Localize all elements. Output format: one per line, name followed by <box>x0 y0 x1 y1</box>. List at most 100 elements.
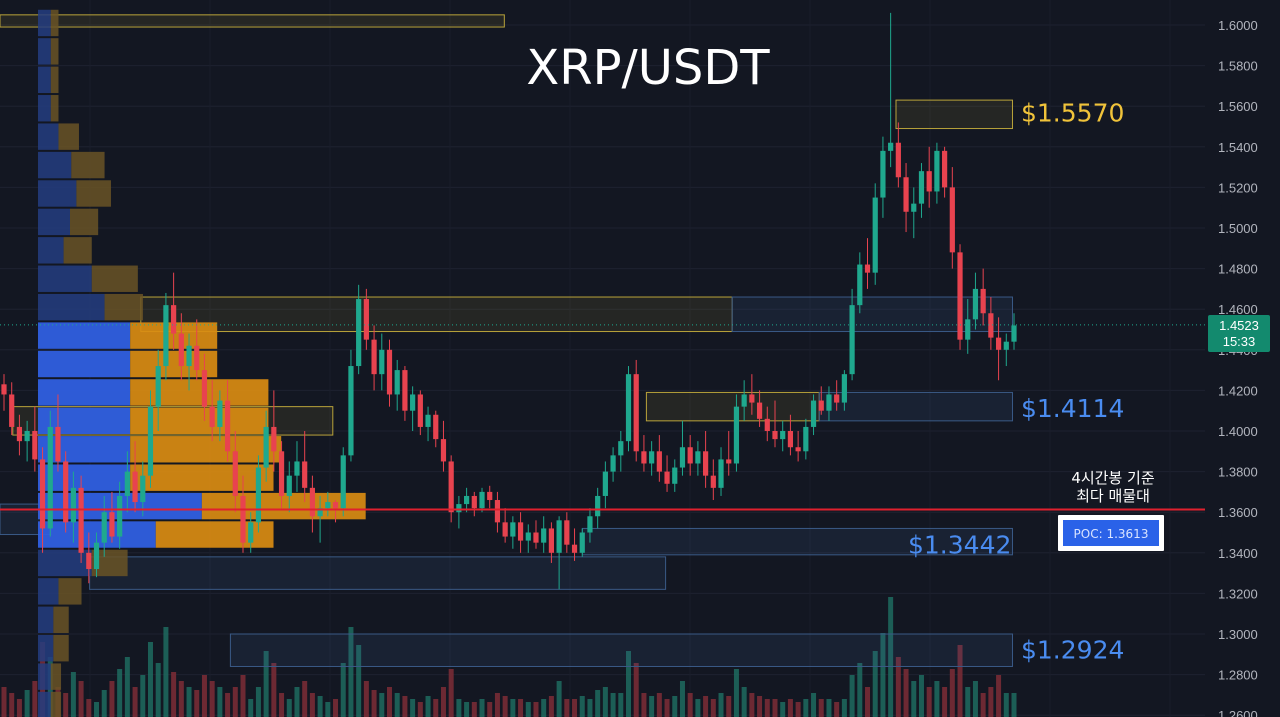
volume-bar <box>9 693 15 717</box>
candle-body <box>895 142 901 178</box>
profile-down-bar <box>53 635 69 662</box>
candle-body <box>240 495 246 543</box>
candle-body <box>780 431 786 440</box>
candle-body <box>263 426 269 468</box>
volume-bar <box>356 645 362 717</box>
candle-body <box>232 451 238 496</box>
volume-bar <box>996 675 1002 717</box>
candle-body <box>533 532 539 543</box>
profile-down-bar <box>50 9 59 37</box>
profile-down-bar <box>50 95 59 122</box>
volume-bar <box>464 702 470 717</box>
candle-body <box>147 406 154 476</box>
volume-bar <box>232 687 238 717</box>
price-tick-label: 1.2800 <box>1218 668 1258 683</box>
volume-bar <box>194 690 200 717</box>
candle-body <box>649 451 655 464</box>
profile-down-bar <box>130 379 269 406</box>
candle-body <box>294 461 300 476</box>
volume-bar <box>371 690 377 717</box>
level-label: $1.3442 <box>908 530 1011 559</box>
candle-body <box>880 150 886 198</box>
profile-up-bar <box>38 180 77 207</box>
volume-bar <box>325 702 331 717</box>
candle-body <box>610 455 616 472</box>
candle-body <box>402 370 408 411</box>
profile-down-bar <box>50 663 62 690</box>
volume-bar <box>402 696 408 717</box>
candle-body <box>733 406 740 464</box>
volume-bar <box>541 699 547 717</box>
volume-bar <box>333 699 339 717</box>
volume-bar <box>726 696 732 717</box>
profile-up-bar <box>38 549 92 577</box>
volume-bar <box>787 699 793 717</box>
volume-bar <box>440 687 446 717</box>
level-labels: $1.5570 $1.4114 $1.3442 $1.2924 <box>908 98 1124 664</box>
profile-down-bar <box>50 66 59 94</box>
profile-up-bar <box>38 208 70 236</box>
profile-down-bar <box>50 691 62 717</box>
profile-down-bar <box>50 38 59 65</box>
volume-bar <box>117 669 123 717</box>
volume-bar <box>302 681 308 717</box>
candle-body <box>433 414 439 440</box>
volume-bar <box>764 699 770 717</box>
countdown-label: 15:33 <box>1223 334 1256 349</box>
volume-profile <box>38 9 366 717</box>
volume-bar <box>155 663 161 717</box>
poc-box[interactable]: POC: 1.3613 <box>1058 515 1164 551</box>
volume-bar <box>510 699 516 717</box>
volume-bar <box>803 699 809 717</box>
volume-bar <box>94 702 100 717</box>
volume-bar <box>171 672 177 717</box>
price-tick-label: 1.4600 <box>1218 302 1258 317</box>
candle-body <box>163 305 169 367</box>
volume-bar <box>24 690 30 717</box>
candle-body <box>703 451 709 476</box>
volume-bar <box>888 597 894 717</box>
volume-bar <box>186 687 192 717</box>
volume-bar <box>911 681 917 717</box>
candle-body <box>471 495 477 509</box>
price-tick-label: 1.4200 <box>1218 383 1258 398</box>
volume-bar <box>965 687 971 717</box>
candle-body <box>363 299 369 340</box>
candle-body <box>942 150 948 188</box>
volume-bar <box>217 687 223 717</box>
volume-bar <box>980 693 986 717</box>
candle-body <box>995 337 1002 350</box>
volume-bar <box>679 681 685 717</box>
candle-body <box>278 451 285 496</box>
profile-up-bar <box>38 265 92 292</box>
candle-body <box>633 374 639 452</box>
volume-bar <box>865 687 871 717</box>
candle-body <box>309 487 315 517</box>
volume-bar <box>101 690 107 717</box>
price-tick-label: 1.3400 <box>1218 546 1258 561</box>
candle-body <box>888 142 894 151</box>
candle-body <box>864 264 871 273</box>
candle-body <box>9 394 15 427</box>
volume-bar <box>595 690 601 717</box>
volume-bar <box>163 627 169 717</box>
candle-body <box>664 471 670 484</box>
candle-body <box>325 502 331 509</box>
candle-body <box>741 394 747 407</box>
price-axis[interactable]: 1.6000 1.5800 1.5600 1.5400 1.5200 1.5000 1.48… <box>1218 18 1258 717</box>
candle-body <box>224 400 231 452</box>
volume-bar <box>556 681 562 717</box>
candle-body <box>510 522 516 537</box>
profile-up-bar <box>38 606 54 633</box>
candle-body <box>618 441 624 456</box>
volume-bar <box>494 693 500 717</box>
candle-body <box>70 487 76 523</box>
volume-bar <box>479 699 485 717</box>
volume-bar <box>1011 693 1017 717</box>
current-price-tag[interactable]: 1.4523 15:33 <box>1208 315 1270 352</box>
candle-body <box>803 426 809 452</box>
price-tick-label: 1.3800 <box>1218 465 1258 480</box>
profile-down-bar <box>71 151 105 179</box>
candle-body <box>656 451 662 472</box>
